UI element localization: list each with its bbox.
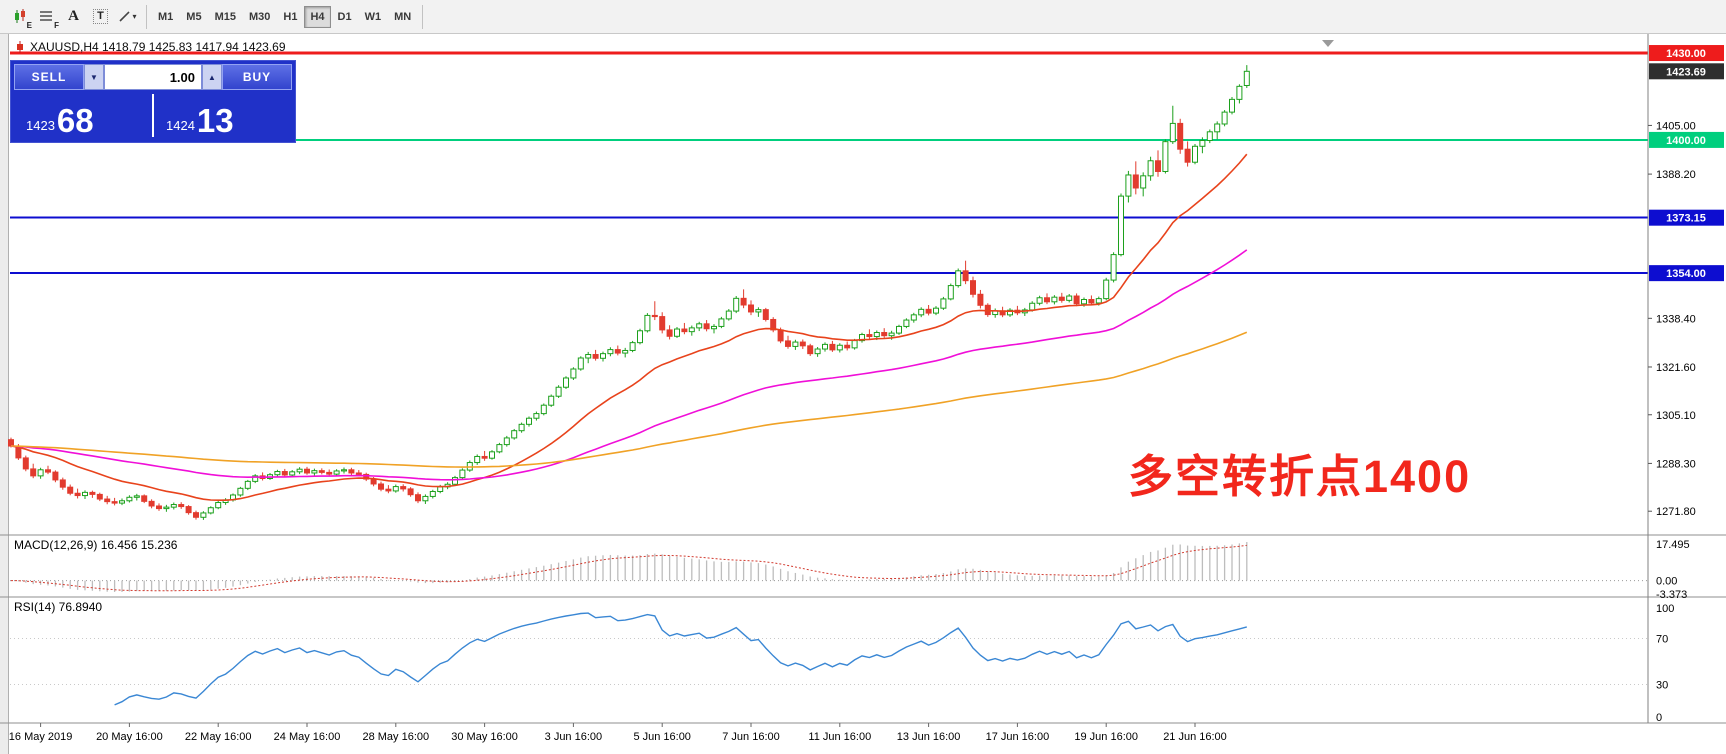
svg-text:1288.30: 1288.30 [1656, 458, 1696, 470]
macd-indicator-label: MACD(12,26,9) 16.456 15.236 [14, 538, 178, 552]
timeframe-button-W1[interactable]: W1 [364, 10, 382, 23]
timeframe-button-M15[interactable]: M15 [214, 10, 236, 23]
chart-annotation-text: 多空转折点1400 [1128, 451, 1472, 502]
sell-price-display[interactable]: 1423 68 [14, 92, 152, 139]
chart-toolbar: E F A T ▾ M1 M5 M15 M30 H1 H4 D1 W1 MN [0, 0, 1726, 34]
svg-text:28 May 16:00: 28 May 16:00 [362, 731, 429, 743]
timeframe-button-M1[interactable]: M1 [158, 10, 174, 23]
panel-frame [0, 34, 1726, 724]
svg-text:100: 100 [1656, 603, 1674, 615]
svg-text:11 Jun 16:00: 11 Jun 16:00 [808, 731, 871, 743]
svg-text:0: 0 [1656, 712, 1662, 724]
quote-divider [152, 94, 154, 137]
svg-text:1271.80: 1271.80 [1656, 506, 1696, 518]
chart-title: XAUUSD,H4 1418.79 1425.83 1417.94 1423.6… [16, 40, 286, 54]
svg-text:7 Jun 16:00: 7 Jun 16:00 [722, 731, 780, 743]
chevron-down-icon: ▼ [90, 72, 98, 82]
svg-text:20 May 16:00: 20 May 16:00 [96, 731, 163, 743]
svg-text:0.00: 0.00 [1656, 576, 1677, 588]
svg-text:1423.69: 1423.69 [1666, 66, 1706, 78]
trade-panel-quotes: 1423 68 1424 13 [14, 92, 292, 139]
timeframe-button-M30[interactable]: M30 [248, 10, 271, 23]
svg-text:24 May 16:00: 24 May 16:00 [274, 731, 341, 743]
chevron-up-icon: ▲ [208, 72, 216, 82]
symbol-marker-icon [17, 41, 23, 53]
timeframe-button-H4[interactable]: H4 [304, 5, 331, 28]
timeframe-button-group: M1 M5 M15 M30 H1 H4 D1 W1 MN [152, 5, 417, 28]
svg-text:70: 70 [1656, 634, 1668, 646]
rsi-indicator-label: RSI(14) 76.8940 [14, 600, 103, 614]
svg-text:1405.00: 1405.00 [1656, 120, 1696, 132]
svg-text:3 Jun 16:00: 3 Jun 16:00 [545, 731, 603, 743]
window-left-border [0, 34, 9, 754]
volume-decrease-button[interactable]: ▼ [84, 64, 104, 90]
svg-text:13 Jun 16:00: 13 Jun 16:00 [897, 731, 961, 743]
rsi-panel: 100 70 30 0 [10, 603, 1674, 724]
svg-text:1430.00: 1430.00 [1666, 48, 1706, 60]
moving-average-lines [10, 153, 1248, 502]
timeframe-button-MN[interactable]: MN [394, 10, 412, 23]
sell-price-pips: 68 [56, 101, 94, 139]
volume-input[interactable] [104, 64, 202, 90]
svg-text:5 Jun 16:00: 5 Jun 16:00 [633, 731, 691, 743]
price-axis[interactable]: 1405.00 1388.20 1338.40 1321.60 1305.10 1288.… [1648, 45, 1724, 518]
timeframe-button-M5[interactable]: M5 [186, 10, 202, 23]
toolbar-icon-group: E F A T ▾ [6, 4, 141, 30]
svg-text:17 Jun 16:00: 17 Jun 16:00 [986, 731, 1050, 743]
svg-text:1373.15: 1373.15 [1666, 213, 1706, 225]
cursor-tool-icon[interactable]: A [68, 8, 79, 24]
volume-increase-button[interactable]: ▲ [202, 64, 222, 90]
buy-price-pips: 13 [196, 101, 234, 139]
buy-price-display[interactable]: 1424 13 [154, 92, 292, 139]
svg-text:17.495: 17.495 [1656, 539, 1690, 551]
shift-marker-icon [1322, 40, 1334, 47]
svg-text:-3.373: -3.373 [1656, 589, 1687, 601]
svg-text:19 Jun 16:00: 19 Jun 16:00 [1074, 731, 1138, 743]
one-click-trading-panel: SELL ▼ ▲ BUY 1423 68 1424 13 [10, 60, 296, 143]
svg-text:1338.40: 1338.40 [1656, 313, 1696, 325]
chart-title-text: XAUUSD,H4 1418.79 1425.83 1417.94 1423.6… [30, 40, 286, 54]
toolbar-separator [146, 4, 147, 29]
svg-text:1305.10: 1305.10 [1656, 410, 1696, 422]
sell-price-handle: 1423 [26, 118, 55, 133]
svg-text:1400.00: 1400.00 [1666, 135, 1706, 147]
buy-price-handle: 1424 [166, 118, 195, 133]
buy-button[interactable]: BUY [222, 64, 292, 90]
time-axis[interactable]: 16 May 2019 20 May 16:00 22 May 16:00 24 Ma… [9, 723, 1227, 743]
candlestick-chart-icon[interactable]: E [6, 4, 33, 30]
trade-panel-controls: SELL ▼ ▲ BUY [14, 64, 292, 90]
draw-tools-icon[interactable]: ▾ [114, 4, 141, 29]
svg-text:30 May 16:00: 30 May 16:00 [451, 731, 518, 743]
candlestick-series [8, 65, 1250, 520]
svg-text:1388.20: 1388.20 [1656, 169, 1696, 181]
text-tool-icon[interactable]: T [87, 4, 114, 29]
svg-text:30: 30 [1656, 680, 1668, 692]
timeframe-button-H1[interactable]: H1 [283, 10, 298, 23]
line-list-icon[interactable]: F [33, 4, 60, 30]
svg-text:16 May 2019: 16 May 2019 [9, 731, 73, 743]
svg-text:1321.60: 1321.60 [1656, 362, 1696, 374]
svg-text:22 May 16:00: 22 May 16:00 [185, 731, 252, 743]
price-chart-canvas[interactable]: 1405.00 1388.20 1338.40 1321.60 1305.10 1288.… [0, 34, 1726, 754]
svg-text:21 Jun 16:00: 21 Jun 16:00 [1163, 731, 1227, 743]
svg-text:1354.00: 1354.00 [1666, 268, 1706, 280]
timeframe-button-D1[interactable]: D1 [337, 10, 352, 23]
macd-panel: 17.495 0.00-3.373 [10, 539, 1690, 601]
sell-button[interactable]: SELL [14, 64, 84, 90]
toolbar-separator [422, 4, 424, 29]
